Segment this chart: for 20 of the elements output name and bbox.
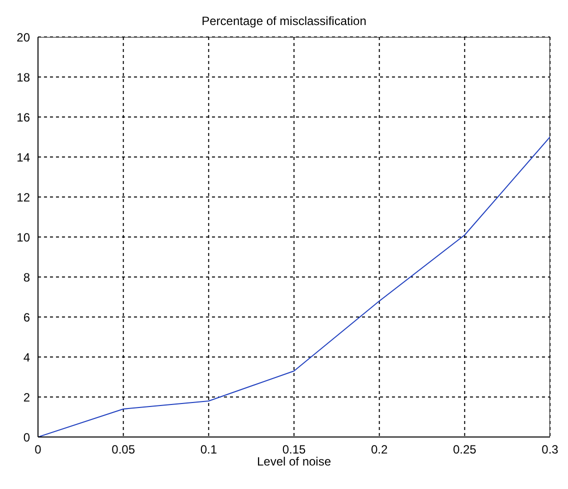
y-tick-label: 14 xyxy=(16,150,30,164)
y-tick-label: 2 xyxy=(23,390,30,404)
y-tick-label: 8 xyxy=(23,270,30,284)
y-tick-label: 12 xyxy=(16,190,30,204)
y-tick-label: 20 xyxy=(16,30,30,44)
chart-title: Percentage of misclassification xyxy=(200,14,368,28)
y-tick-label: 0 xyxy=(23,430,30,444)
y-tick-label: 4 xyxy=(23,350,30,364)
x-axis-title: Level of noise xyxy=(256,454,332,469)
x-tick-label: 0.2 xyxy=(370,442,388,457)
x-tick-label: 0.05 xyxy=(112,442,136,457)
x-tick-label: 0.3 xyxy=(542,442,559,457)
x-tick-label: 0.25 xyxy=(452,442,477,457)
x-tick-label: 0.1 xyxy=(200,442,218,457)
y-tick-label: 10 xyxy=(16,230,30,244)
y-tick-label: 6 xyxy=(23,310,30,324)
x-tick-label: 0.15 xyxy=(282,442,306,457)
x-tick-label: 0 xyxy=(34,442,42,457)
y-tick-label: 18 xyxy=(16,70,30,84)
y-tick-label: 16 xyxy=(16,110,30,124)
